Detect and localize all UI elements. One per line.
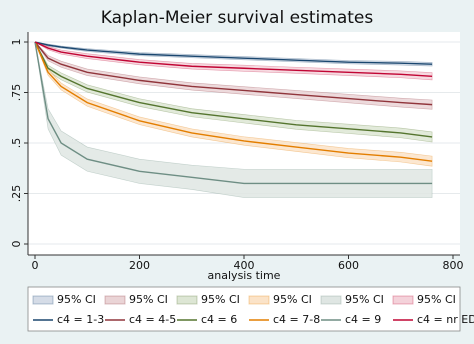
- legend-label: 95% CI: [273, 293, 312, 306]
- legend-swatch: [320, 295, 342, 305]
- legend-label: 95% CI: [417, 293, 456, 306]
- legend-label: c4 = 9: [345, 313, 381, 326]
- legend-label: c4 = 6: [201, 313, 237, 326]
- legend: [27, 286, 461, 332]
- y-tick-label: .25: [10, 185, 23, 203]
- survival-line: [34, 41, 433, 106]
- legend-swatch: [32, 295, 54, 305]
- legend-label: c4 = 7-8: [273, 313, 320, 326]
- legend-label: 95% CI: [201, 293, 240, 306]
- x-tick-label: 0: [32, 259, 39, 272]
- chart-title: Kaplan-Meier survival estimates: [101, 8, 374, 28]
- legend-label: c4 = nr ED: [417, 313, 474, 326]
- y-tick-label: 1: [10, 39, 23, 46]
- y-tick-label: .5: [10, 138, 23, 149]
- y-tick-label: .75: [10, 84, 23, 102]
- legend-swatch: [392, 295, 414, 305]
- legend-label: 95% CI: [345, 293, 384, 306]
- y-tick-label: 0: [10, 241, 23, 248]
- x-axis-label: analysis time: [208, 269, 281, 282]
- x-tick-label: 200: [129, 259, 150, 272]
- legend-swatch: [248, 295, 270, 305]
- x-tick-label: 600: [338, 259, 359, 272]
- legend-label: c4 = 4-5: [129, 313, 176, 326]
- legend-label: 95% CI: [57, 293, 96, 306]
- legend-label: 95% CI: [129, 293, 168, 306]
- legend-swatch: [104, 295, 126, 305]
- survival-line: [34, 41, 433, 185]
- survival-line: [34, 41, 433, 138]
- legend-label: c4 = 1-3: [57, 313, 104, 326]
- survival-line: [34, 41, 433, 78]
- x-tick-label: 400: [234, 259, 255, 272]
- legend-swatch: [176, 295, 198, 305]
- survival-line: [34, 41, 433, 65]
- x-tick-label: 800: [443, 259, 464, 272]
- survival-line: [34, 41, 433, 162]
